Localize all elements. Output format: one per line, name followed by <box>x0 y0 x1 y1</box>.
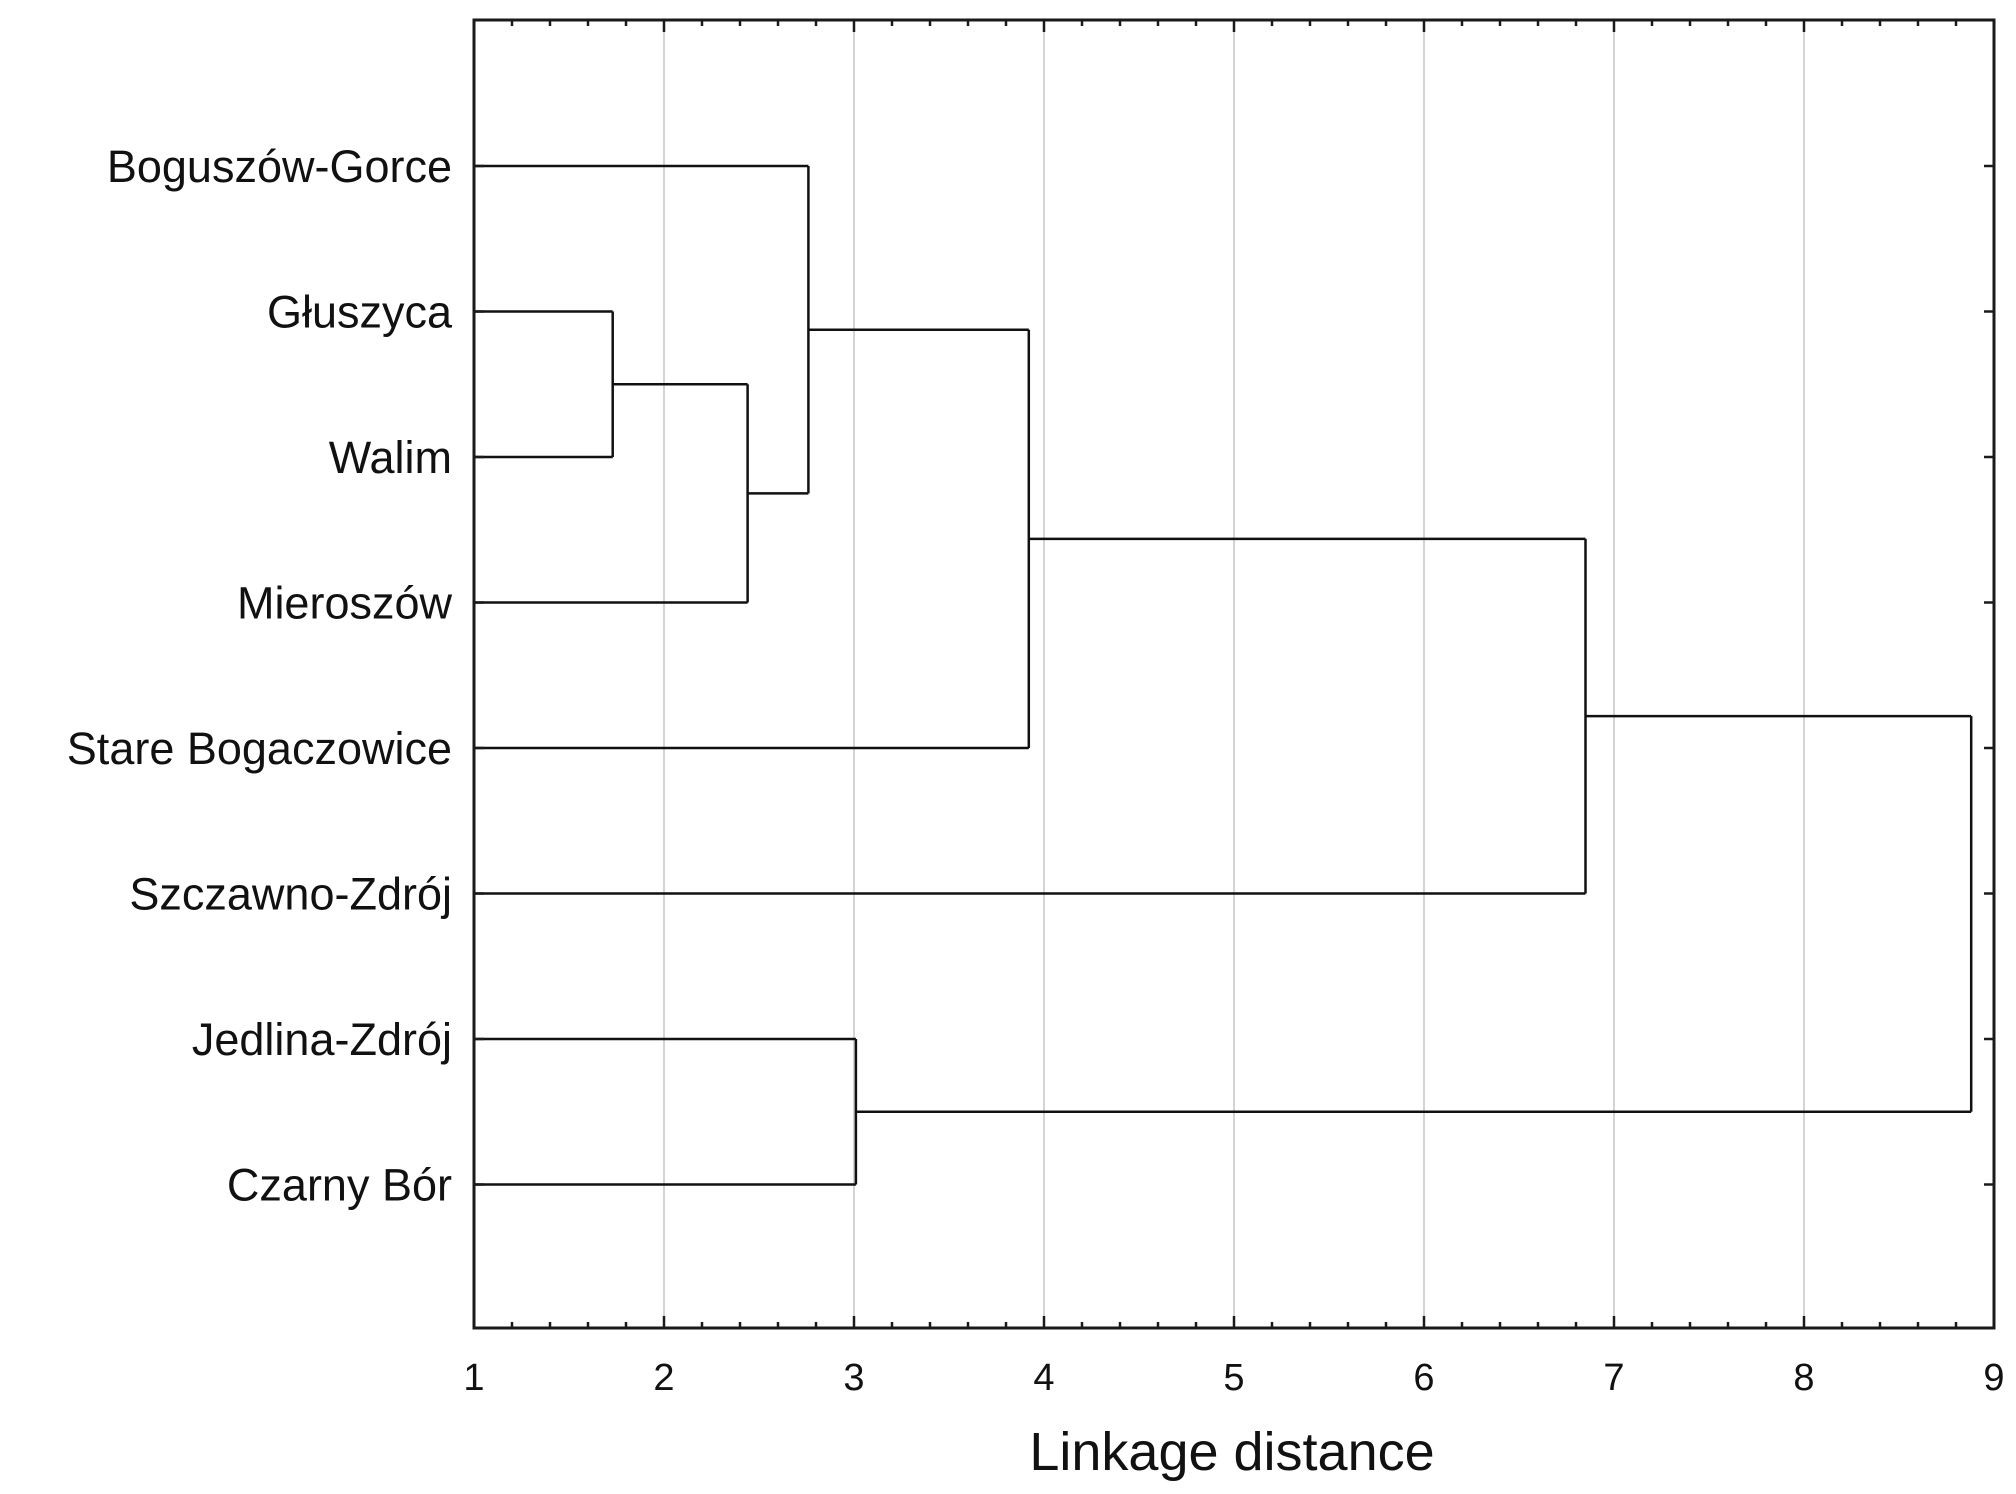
x-tick-label-4: 4 <box>1033 1357 1054 1399</box>
leaf-labels: Boguszów-Gorce Głuszyca Walim Mieroszów Star… <box>67 141 453 1211</box>
leaf-label: Jedlina-Zdrój <box>192 1014 452 1065</box>
gridlines <box>663 20 1805 1328</box>
x-tick-label-3: 3 <box>843 1357 864 1399</box>
x-tick-labels: 1 2 3 4 5 6 7 8 9 <box>463 1357 2004 1399</box>
x-tick-label-2: 2 <box>653 1357 674 1399</box>
x-tick-label-8: 8 <box>1793 1357 1814 1399</box>
dendrogram-branches <box>474 164 1973 1186</box>
x-axis-title: Linkage distance <box>1029 1422 1434 1482</box>
axis-ticks <box>472 20 1996 1328</box>
x-tick-label-9: 9 <box>1983 1357 2004 1399</box>
leaf-label: Boguszów-Gorce <box>107 141 452 192</box>
leaf-label: Stare Bogaczowice <box>67 723 452 774</box>
x-tick-label-5: 5 <box>1223 1357 1244 1399</box>
leaf-label: Szczawno-Zdrój <box>129 869 452 920</box>
leaf-label: Walim <box>329 432 452 483</box>
x-tick-label-7: 7 <box>1603 1357 1624 1399</box>
x-tick-label-1: 1 <box>463 1357 484 1399</box>
leaf-label: Czarny Bór <box>227 1160 452 1211</box>
x-tick-label-6: 6 <box>1413 1357 1434 1399</box>
leaf-label: Głuszyca <box>267 287 453 338</box>
leaf-label: Mieroszów <box>237 578 453 629</box>
